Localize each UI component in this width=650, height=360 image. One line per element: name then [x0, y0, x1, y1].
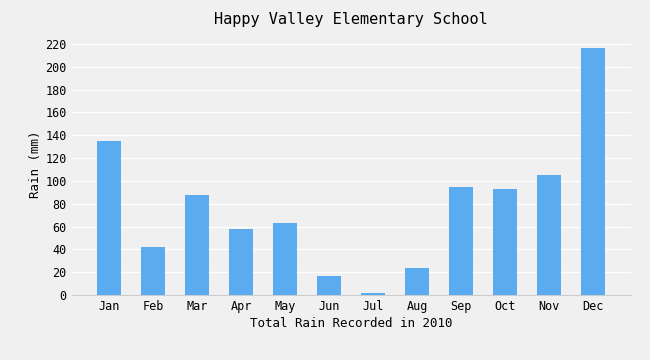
Bar: [537, 175, 561, 295]
Bar: [97, 141, 121, 295]
X-axis label: Total Rain Recorded in 2010: Total Rain Recorded in 2010: [250, 317, 452, 330]
Bar: [317, 276, 341, 295]
Bar: [185, 195, 209, 295]
Y-axis label: Rain (mm): Rain (mm): [29, 130, 42, 198]
Bar: [493, 189, 517, 295]
Title: Happy Valley Elementary School: Happy Valley Elementary School: [214, 12, 488, 27]
Bar: [405, 268, 429, 295]
Bar: [361, 293, 385, 295]
Bar: [141, 247, 165, 295]
Bar: [273, 223, 297, 295]
Bar: [581, 48, 605, 295]
Bar: [229, 229, 253, 295]
Bar: [449, 186, 473, 295]
